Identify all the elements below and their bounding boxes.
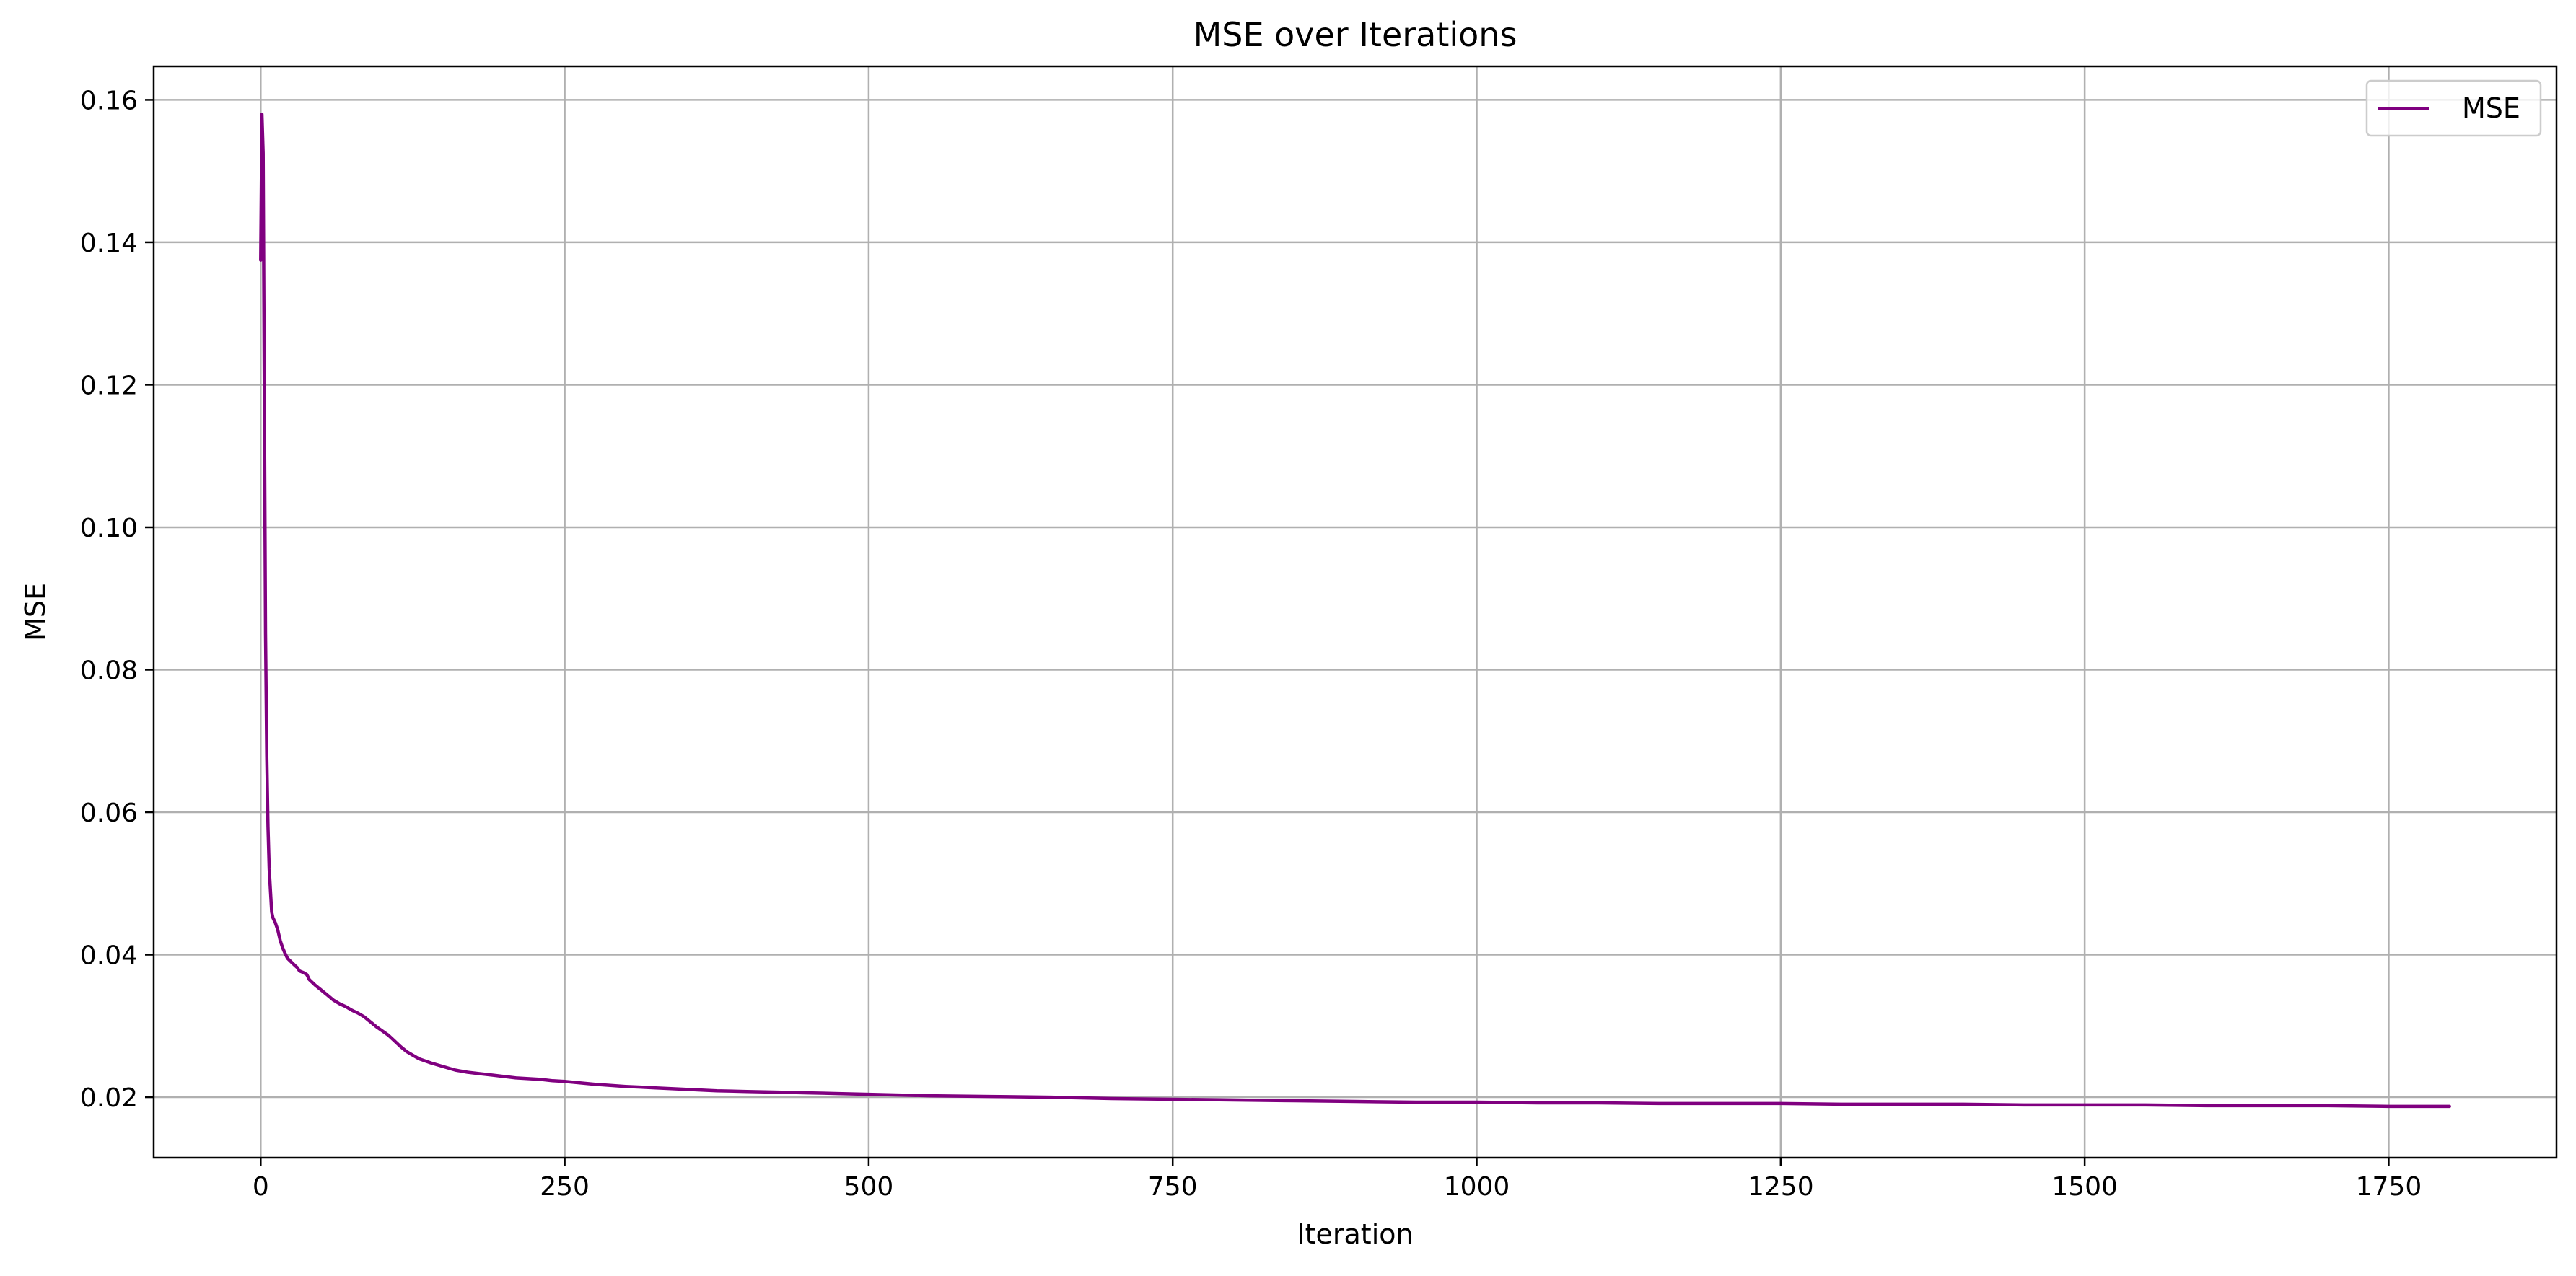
axis-ticks: 0 250 500 750 1000 1250 1500 1750 0.02 0.04 0.06 0.…	[80, 86, 2422, 1202]
legend: MSE	[2365, 79, 2542, 137]
y-tick-label: 0.08	[80, 656, 138, 685]
grid-lines	[154, 66, 2557, 1158]
x-tick-label: 500	[844, 1172, 894, 1202]
x-tick-label: 1250	[1748, 1172, 1814, 1202]
legend-box	[2365, 79, 2542, 137]
y-tick-label: 0.04	[80, 941, 138, 971]
x-tick-label: 1500	[2051, 1172, 2118, 1202]
y-tick-label: 0.16	[80, 86, 138, 115]
chart-title: MSE over Iterations	[1193, 15, 1517, 54]
y-tick-label: 0.06	[80, 798, 138, 828]
plot-frame	[152, 65, 2558, 1159]
y-tick-label: 0.02	[80, 1083, 138, 1113]
x-tick-label: 0	[253, 1172, 269, 1202]
series-layer	[259, 112, 2451, 1109]
x-tick-label: 250	[540, 1172, 590, 1202]
x-tick-label: 750	[1148, 1172, 1198, 1202]
x-tick-label: 1000	[1444, 1172, 1510, 1202]
legend-label-mse: MSE	[2462, 92, 2520, 124]
y-tick-label: 0.10	[80, 514, 138, 543]
series-line-mse	[259, 112, 2451, 1109]
y-tick-label: 0.14	[80, 229, 138, 258]
y-axis-label: MSE	[19, 583, 51, 641]
x-axis-label: Iteration	[1297, 1218, 1413, 1250]
y-tick-label: 0.12	[80, 371, 138, 400]
x-tick-label: 1750	[2356, 1172, 2422, 1202]
